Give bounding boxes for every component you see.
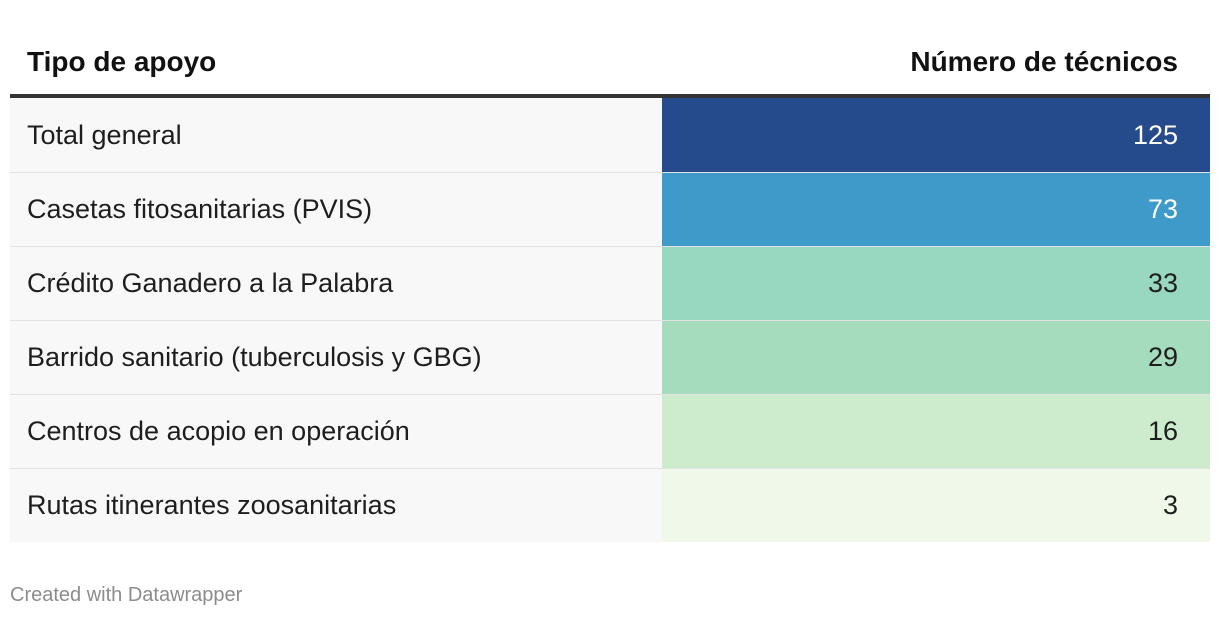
table-row: Total general 125 — [10, 98, 1210, 172]
row-label: Casetas fitosanitarias (PVIS) — [10, 173, 662, 246]
table-row: Casetas fitosanitarias (PVIS) 73 — [10, 172, 1210, 246]
row-label: Centros de acopio en operación — [10, 395, 662, 468]
row-label: Barrido sanitario (tuberculosis y GBG) — [10, 321, 662, 394]
column-header-value: Número de técnicos — [910, 46, 1178, 77]
footer-credit: Created with Datawrapper — [10, 584, 243, 606]
table-row: Rutas itinerantes zoosanitarias 3 — [10, 468, 1210, 542]
row-value: 29 — [662, 321, 1210, 394]
table-row: Barrido sanitario (tuberculosis y GBG) 29 — [10, 320, 1210, 394]
table-body: Total general 125 Casetas fitosanitarias (… — [10, 98, 1210, 542]
row-value: 73 — [662, 173, 1210, 246]
row-value: 16 — [662, 395, 1210, 468]
row-value: 3 — [662, 469, 1210, 542]
column-header-label: Tipo de apoyo — [27, 46, 217, 77]
row-label: Crédito Ganadero a la Palabra — [10, 247, 662, 320]
table-header: Tipo de apoyo Número de técnicos — [10, 26, 1210, 98]
data-table: Tipo de apoyo Número de técnicos Total g… — [10, 26, 1210, 542]
row-label: Total general — [10, 98, 662, 172]
table-row: Crédito Ganadero a la Palabra 33 — [10, 246, 1210, 320]
table-row: Centros de acopio en operación 16 — [10, 394, 1210, 468]
row-value: 125 — [662, 98, 1210, 172]
row-label: Rutas itinerantes zoosanitarias — [10, 469, 662, 542]
row-value: 33 — [662, 247, 1210, 320]
